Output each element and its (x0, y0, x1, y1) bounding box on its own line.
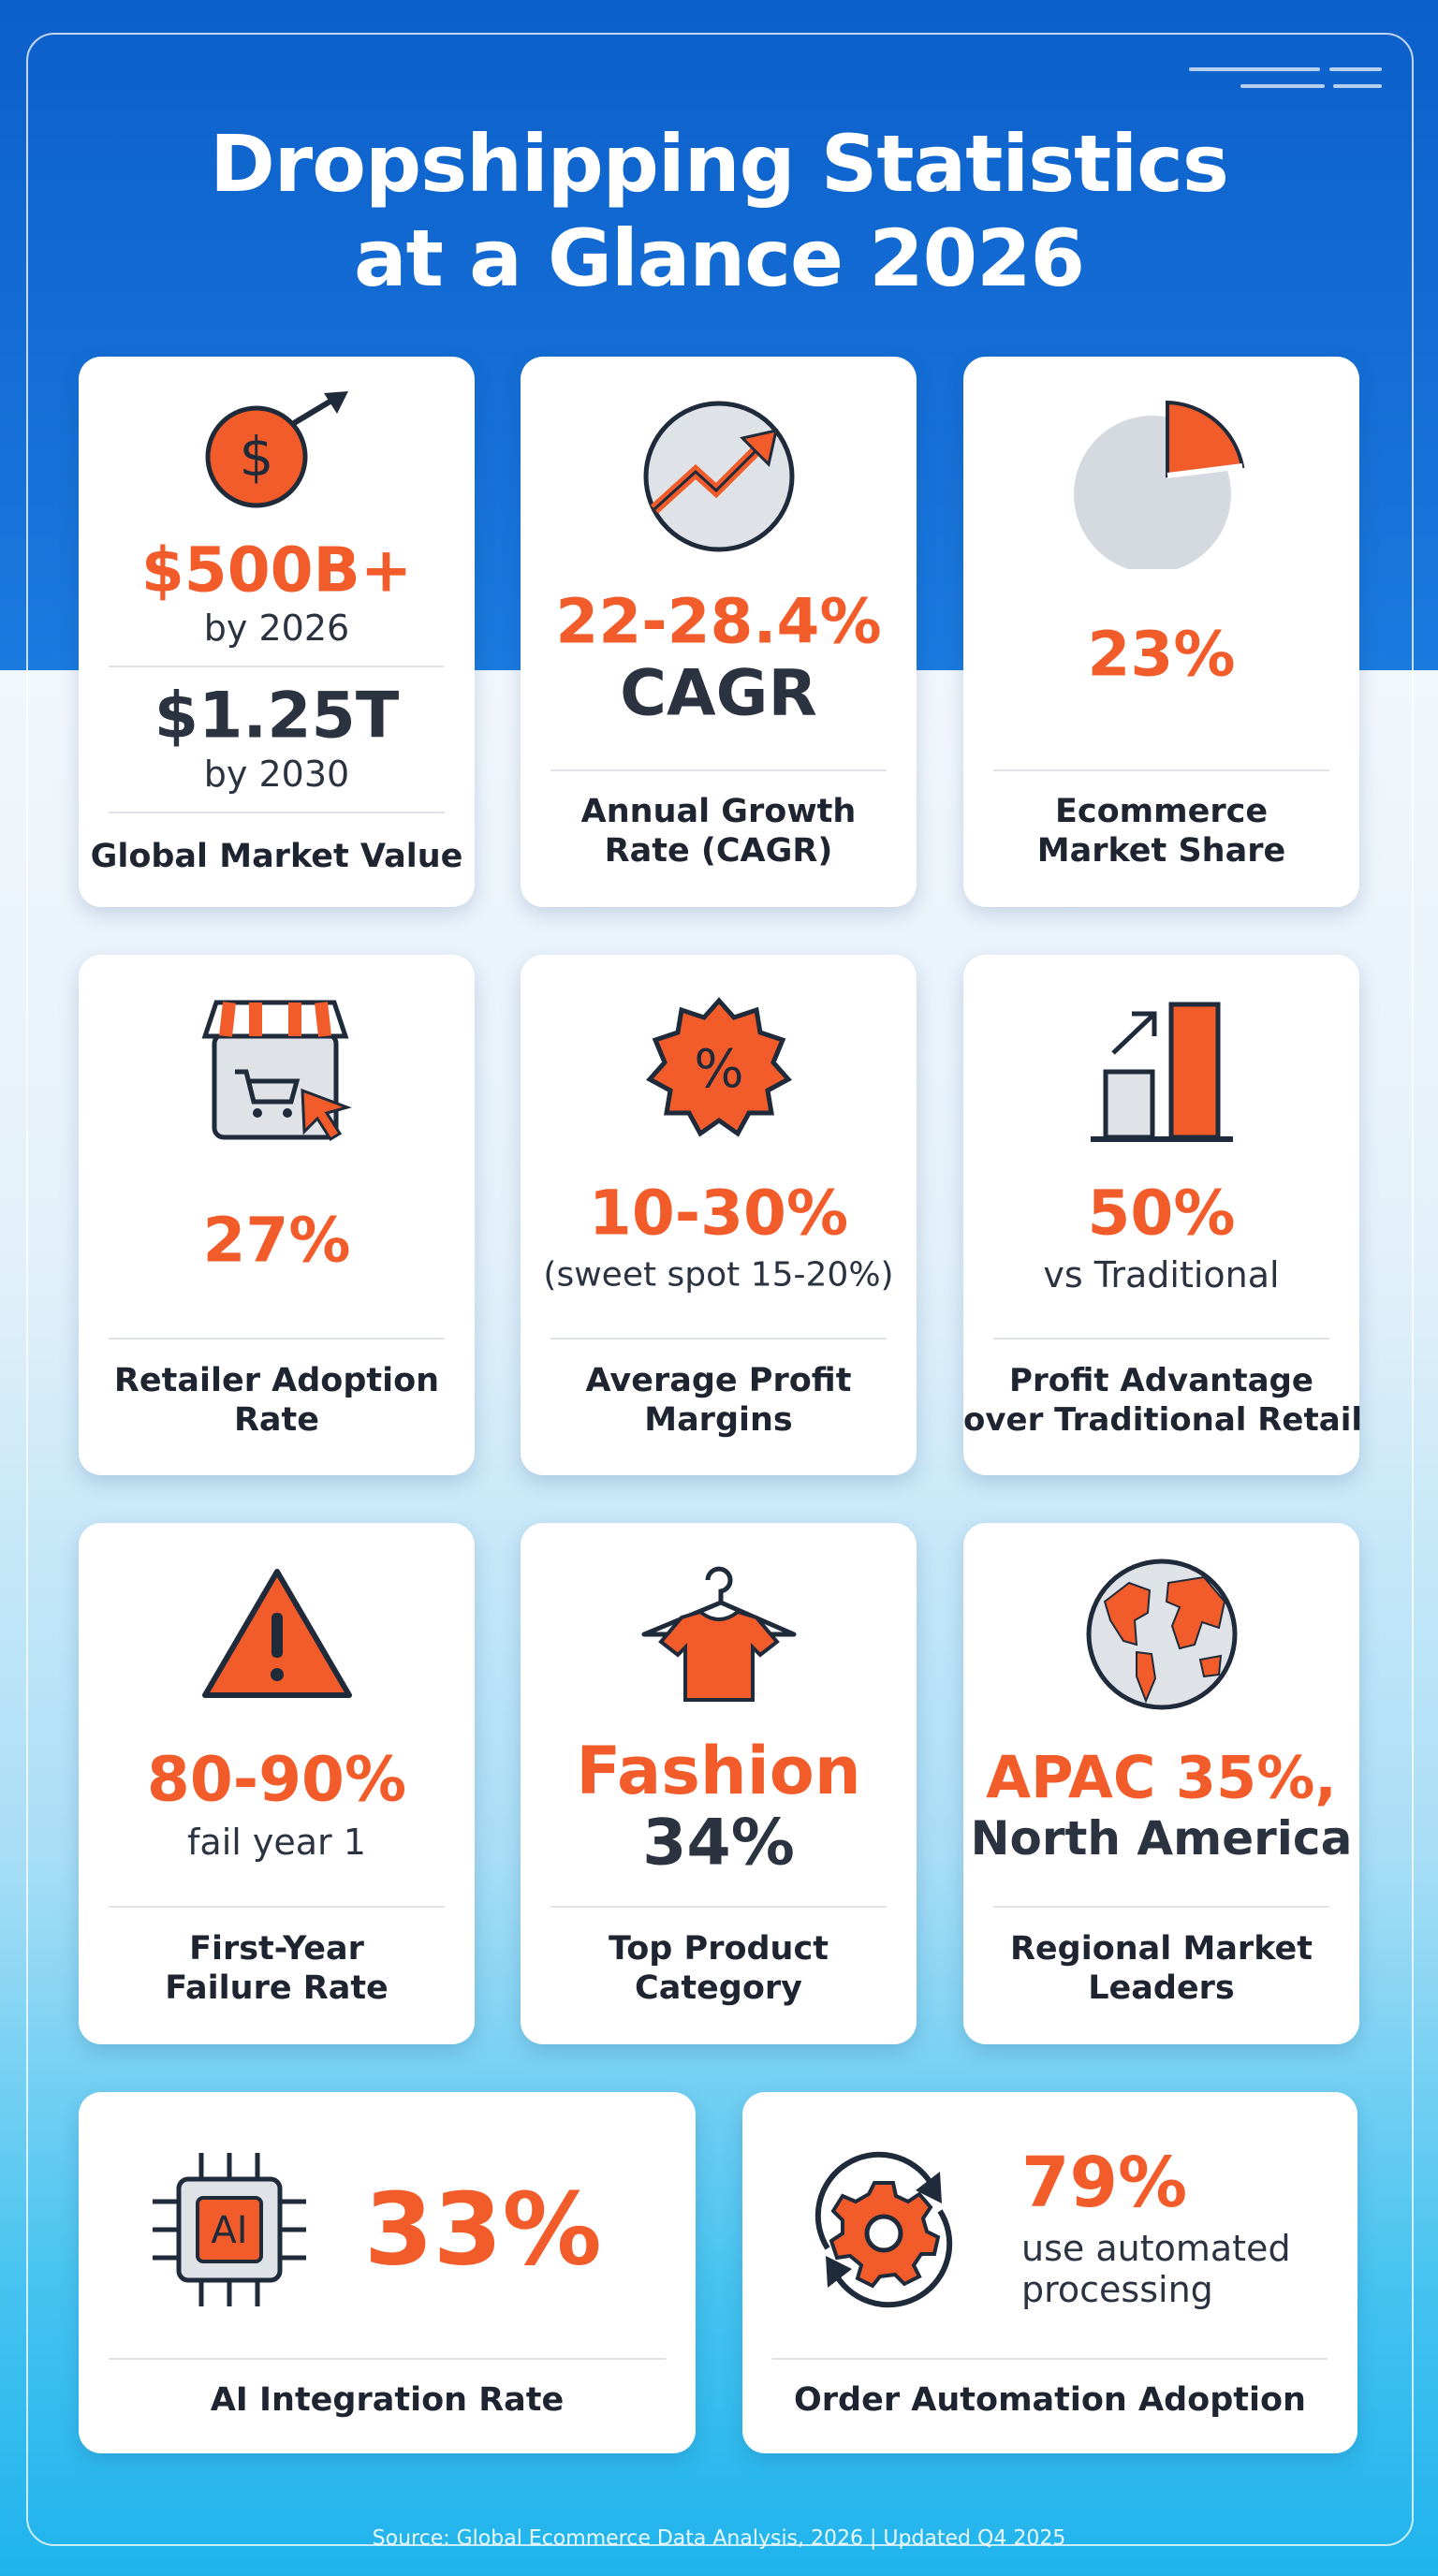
label-line: Top Product (609, 1930, 829, 1968)
label-line: Failure Rate (165, 1969, 389, 2007)
label-line: Rate (CAGR) (604, 832, 833, 870)
label-line: AI Integration Rate (210, 2381, 565, 2419)
label-line: Profit Advantage (1009, 1362, 1313, 1399)
stat-label: Order Automation Adoption (742, 2380, 1357, 2420)
stat-note: processing (1021, 2269, 1213, 2310)
divider (109, 1338, 445, 1339)
stat-note: by 2030 (203, 754, 350, 795)
stat-card: 79% use automated processing Order Autom… (742, 2092, 1357, 2453)
stat-label: Ecommerce Market Share (963, 792, 1359, 871)
label-line: Margins (644, 1401, 793, 1439)
svg-text:AI: AI (211, 2209, 247, 2252)
divider (993, 769, 1329, 771)
divider (993, 1906, 1329, 1908)
icon (1086, 1559, 1237, 1710)
stat-value: APAC 35%, (986, 1743, 1337, 1812)
icon: AI (153, 2153, 306, 2306)
stat-value: Fashion (576, 1733, 861, 1809)
stat-label: Top Product Category (521, 1929, 917, 2008)
divider (550, 769, 887, 771)
icon (1073, 401, 1244, 569)
svg-text:%: % (694, 1039, 743, 1100)
stat-value: 10-30% (588, 1177, 849, 1250)
label-line: Rate (233, 1401, 320, 1439)
title: at a Glance 2026 (353, 212, 1085, 304)
stat-card: $ $500B+ by 2026 $1.25T by 2030 Global M… (79, 357, 475, 907)
stat-card: 80-90% fail year 1 First-Year Failure Rat… (79, 1523, 475, 2044)
stat-note: use automated (1021, 2228, 1291, 2269)
stat-value: $1.25T (154, 679, 400, 754)
stat-value: 34% (642, 1806, 795, 1881)
stat-label: Global Market Value (79, 837, 475, 876)
svg-text:$: $ (239, 425, 273, 489)
frame (26, 33, 1414, 2546)
icon: % (645, 997, 792, 1137)
stat-note: by 2026 (203, 607, 350, 649)
label-line: Ecommerce (1054, 793, 1269, 830)
title: Dropshipping Statistics (210, 118, 1229, 210)
stat-card: 22-28.4% CAGR Annual Growth Rate (CAGR) (521, 357, 917, 907)
stat-value: North America (970, 1811, 1353, 1866)
stat-value: CAGR (620, 656, 817, 731)
label-line: Category (635, 1969, 802, 2007)
stat-card: % 10-30% (sweet spot 15-20%) Average Pro… (521, 955, 917, 1475)
source-note: Source: Global Ecommerce Data Analysis, … (372, 2526, 1066, 2551)
divider (109, 812, 445, 813)
stat-value: 23% (1087, 618, 1236, 691)
icon (643, 401, 794, 552)
label-line: Global Market Value (90, 838, 463, 875)
label-line: Leaders (1088, 1969, 1235, 2007)
label-line: Order Automation Adoption (794, 2381, 1306, 2419)
divider (550, 1906, 887, 1908)
decoration (1333, 84, 1382, 88)
stat-value: $500B+ (140, 534, 413, 607)
stat-card: Fashion 34% Top Product Category (521, 1523, 917, 2044)
label-line: Retailer Adoption (113, 1362, 440, 1399)
stat-card: 27% Retailer Adoption Rate (79, 955, 475, 1475)
stat-value: 79% (1021, 2143, 1188, 2223)
stat-label: AI Integration Rate (79, 2380, 696, 2420)
icon: $ (205, 391, 348, 508)
stat-value: 80-90% (146, 1743, 407, 1816)
label-line: over Traditional Retail (963, 1401, 1362, 1439)
stat-label: Retailer Adoption Rate (79, 1361, 475, 1440)
stat-label: Average Profit Margins (521, 1361, 917, 1440)
stat-note: vs Traditional (1043, 1254, 1280, 1295)
label-line: Annual Growth (580, 793, 857, 830)
icon (641, 1566, 796, 1702)
decoration (1240, 84, 1325, 88)
stat-value: 27% (202, 1204, 351, 1277)
label-line: Average Profit (585, 1362, 852, 1399)
label-line: Regional Market (1009, 1930, 1313, 1968)
divider (772, 2358, 1328, 2360)
decoration (1329, 67, 1382, 71)
decoration (1189, 67, 1320, 71)
stat-card: 50% vs Traditional Profit Advantage over … (963, 955, 1362, 1475)
divider (109, 1906, 445, 1908)
stat-card: 23% Ecommerce Market Share (963, 357, 1359, 907)
icon (1090, 1002, 1233, 1142)
stat-note: (sweet spot 15-20%) (543, 1255, 894, 1295)
stat-card: APAC 35%, North America Regional Market L… (963, 1523, 1359, 2044)
stat-label: First-Year Failure Rate (79, 1929, 475, 2008)
stat-card: AI 33% AI Integration Rate (79, 2092, 696, 2453)
stat-label: Annual Growth Rate (CAGR) (521, 792, 917, 871)
stat-label: Regional Market Leaders (963, 1929, 1359, 2008)
stat-value: 33% (364, 2172, 602, 2288)
stat-value: 22-28.4% (555, 585, 882, 658)
stat-label: Profit Advantage over Traditional Retail (963, 1361, 1362, 1440)
label-line: Market Share (1036, 832, 1286, 870)
stat-value: 50% (1087, 1177, 1236, 1250)
divider (550, 1338, 887, 1339)
divider (109, 666, 445, 667)
icon (814, 2151, 953, 2308)
icon (201, 1000, 352, 1142)
divider (109, 2358, 666, 2360)
divider (993, 1338, 1329, 1339)
stat-note: fail year 1 (187, 1822, 366, 1863)
label-line: First-Year (189, 1930, 364, 1968)
icon (201, 1569, 352, 1698)
